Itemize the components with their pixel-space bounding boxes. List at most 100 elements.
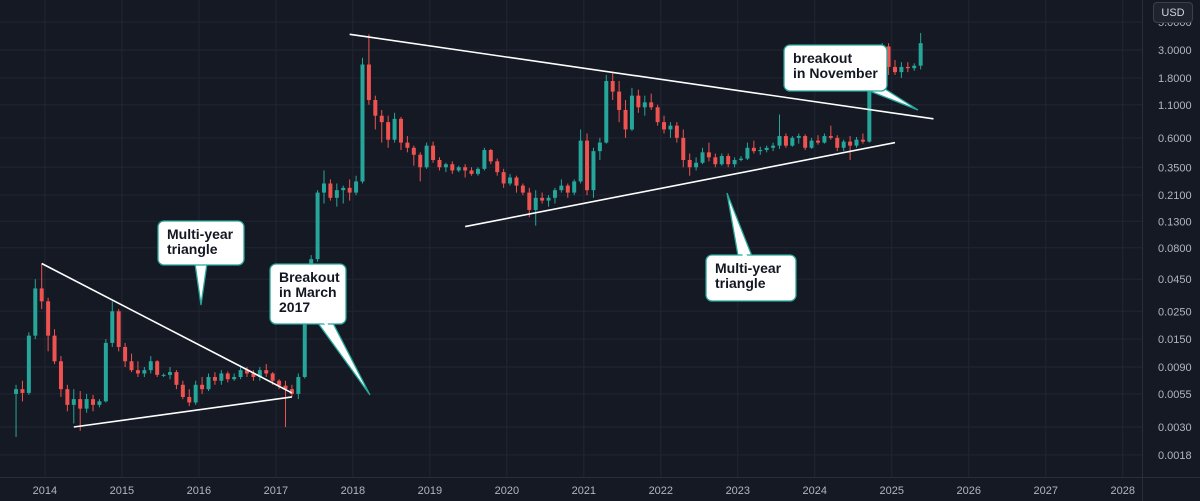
candle-body <box>565 185 570 193</box>
x-tick-label: 2017 <box>264 485 288 497</box>
candle-body <box>161 374 166 376</box>
candles <box>14 32 923 437</box>
candle-body <box>739 158 744 160</box>
candle-body <box>315 192 320 260</box>
candle-body <box>39 288 44 302</box>
candle-body <box>610 81 615 92</box>
candle-body <box>341 187 346 191</box>
candle-body <box>732 159 737 165</box>
candle-body <box>854 139 859 146</box>
candle-body <box>790 137 795 146</box>
candle-body <box>84 399 89 409</box>
candle-body <box>694 162 699 168</box>
candle-body <box>668 125 673 130</box>
candle-body <box>71 399 76 405</box>
candle-body <box>219 373 224 381</box>
y-tick-label: 0.1300 <box>1158 216 1192 228</box>
callout-text: in November <box>793 65 878 81</box>
candle-body <box>886 46 891 67</box>
y-tick-label: 0.3500 <box>1158 162 1192 174</box>
candle-body <box>91 399 96 405</box>
callout-text: Multi-year <box>167 226 234 242</box>
candle-body <box>206 376 211 390</box>
candle-body <box>848 141 853 146</box>
trendline <box>464 141 896 228</box>
x-tick-label: 2023 <box>726 485 750 497</box>
candle-body <box>398 118 403 143</box>
y-tick-label: 0.0090 <box>1158 362 1192 374</box>
candle-body <box>20 389 25 393</box>
candle-body <box>456 167 461 171</box>
candle-body <box>328 183 333 198</box>
candle-body <box>33 288 38 336</box>
candle-body <box>443 164 448 168</box>
trendlines <box>41 33 934 428</box>
y-tick-label: 0.0055 <box>1158 389 1192 401</box>
candle-body <box>379 115 384 123</box>
callout-text: 2017 <box>279 299 310 315</box>
candle-body <box>796 136 801 138</box>
candle-body <box>918 43 923 66</box>
candle-body <box>97 401 102 405</box>
candle-body <box>148 361 153 371</box>
candle-body <box>135 370 140 374</box>
currency-badge[interactable]: USD <box>1153 2 1193 23</box>
candle-body <box>527 192 532 210</box>
candle-body <box>623 109 628 130</box>
x-tick-label: 2022 <box>649 485 673 497</box>
callout-text: triangle <box>167 241 218 257</box>
candle-body <box>508 177 513 184</box>
candle-body <box>418 154 423 168</box>
candle-body <box>469 170 474 174</box>
x-tick-label: 2015 <box>110 485 134 497</box>
candle-body <box>591 151 596 191</box>
x-tick-label: 2019 <box>418 485 442 497</box>
x-tick-label: 2018 <box>341 485 365 497</box>
candle-body <box>540 197 545 201</box>
candle-body <box>841 141 846 148</box>
candle-body <box>777 136 782 146</box>
callout-text: triangle <box>715 275 766 291</box>
candle-body <box>392 118 397 140</box>
candle-body <box>58 361 63 390</box>
candle-body <box>822 136 827 143</box>
candle-body <box>366 64 371 101</box>
candle-body <box>642 102 647 108</box>
candle-body <box>437 159 442 168</box>
y-tick-label: 0.0250 <box>1158 306 1192 318</box>
candle-body <box>373 100 378 116</box>
x-tick-label: 2021 <box>572 485 596 497</box>
candle-body <box>264 370 269 374</box>
candle-body <box>578 140 583 182</box>
candle-body <box>488 150 493 162</box>
callout-text: in March <box>279 284 337 300</box>
candle-body <box>559 185 564 191</box>
candle-body <box>674 125 679 138</box>
y-tick-label: 0.6000 <box>1158 133 1192 145</box>
candle-body <box>360 64 365 182</box>
candle-body <box>14 389 19 394</box>
x-tick-label: 2014 <box>33 485 57 497</box>
candle-body <box>905 66 910 69</box>
candle-body <box>155 361 160 375</box>
x-tick-label: 2016 <box>187 485 211 497</box>
candle-body <box>495 161 500 173</box>
candle-body <box>520 185 525 193</box>
candle-body <box>860 139 865 142</box>
candle-body <box>533 197 538 210</box>
candle-body <box>681 137 686 160</box>
candle-body <box>193 384 198 403</box>
candle-body <box>546 197 551 201</box>
candle-body <box>232 376 237 380</box>
x-tick-label: 2026 <box>957 485 981 497</box>
y-tick-label: 3.0000 <box>1158 45 1192 57</box>
candle-body <box>745 147 750 159</box>
candle-body <box>764 147 769 151</box>
candle-body <box>270 373 275 381</box>
candle-body <box>867 81 872 142</box>
x-tick-label: 2020 <box>495 485 519 497</box>
